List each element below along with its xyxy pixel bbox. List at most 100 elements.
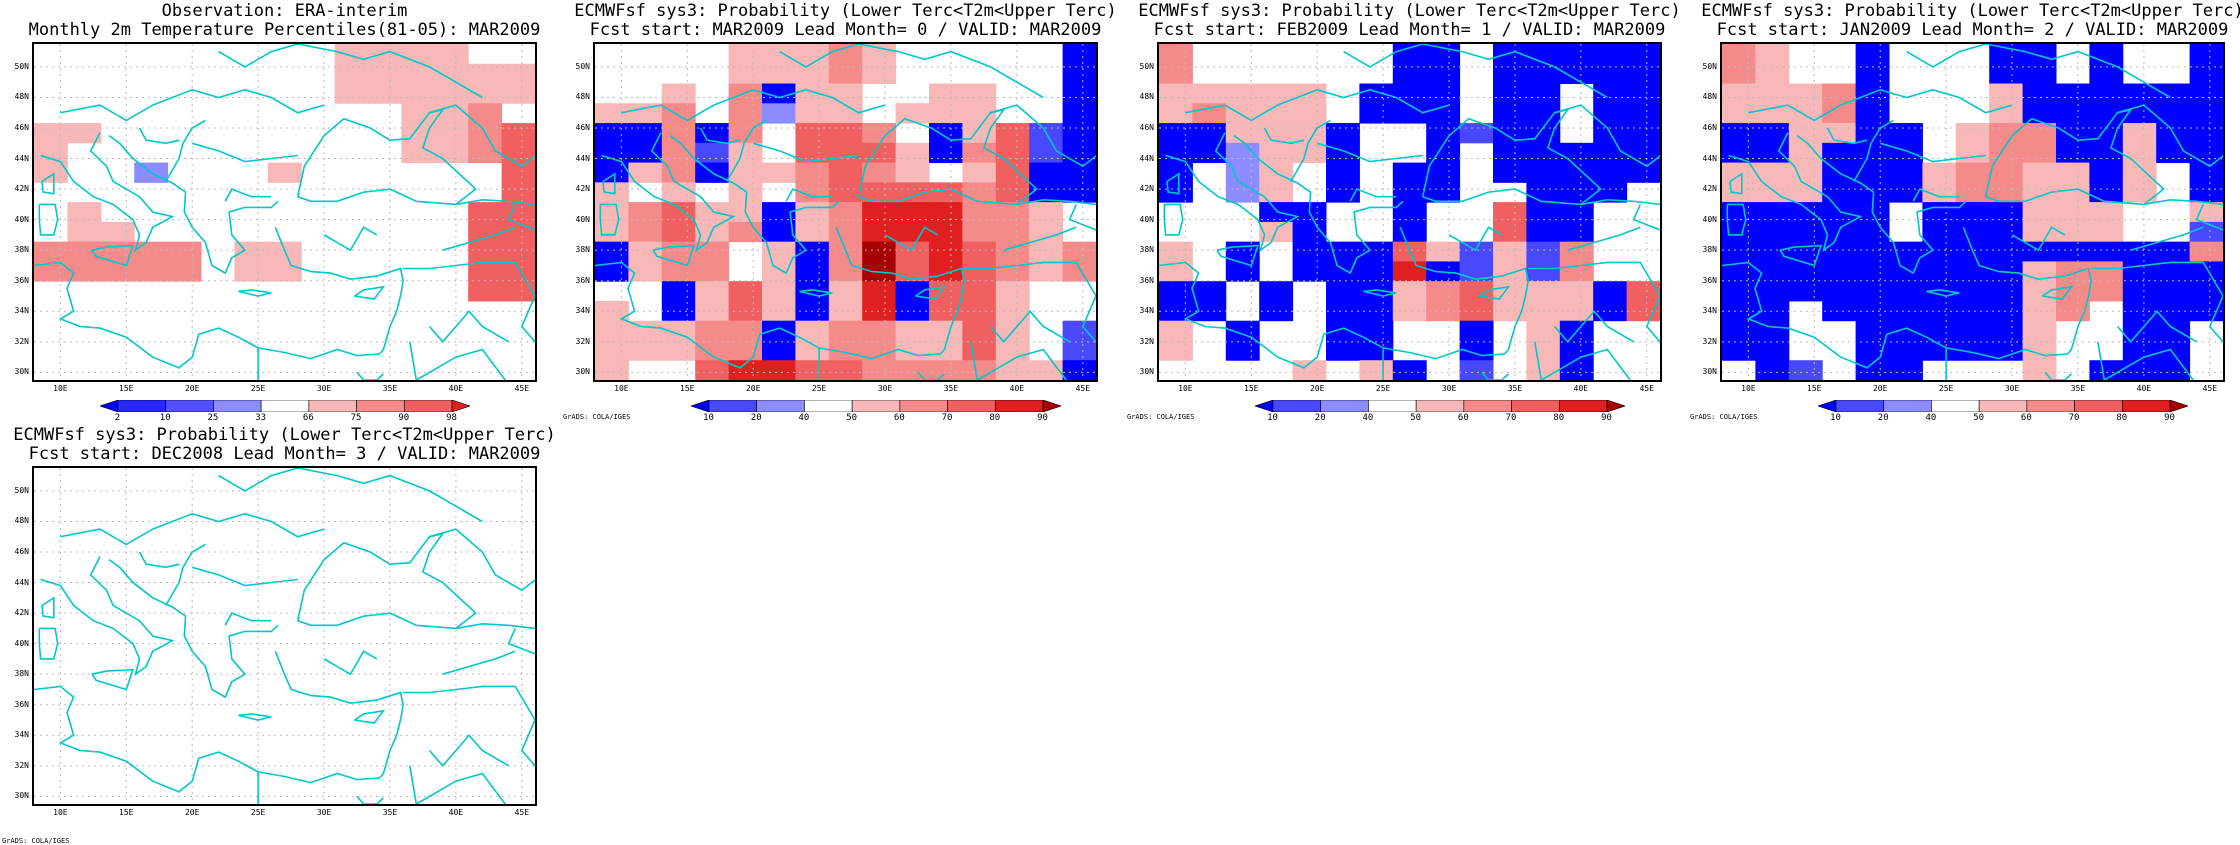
probability-cell bbox=[2089, 44, 2124, 65]
grads-credit: GrADS: COLA/IGES bbox=[2, 837, 70, 845]
probability-cell bbox=[2189, 103, 2223, 124]
lon-tick-label: 35E bbox=[943, 384, 959, 393]
coastline bbox=[165, 119, 206, 182]
coastline bbox=[1906, 44, 2171, 99]
probability-cell bbox=[1559, 281, 1594, 302]
probability-cell bbox=[2189, 221, 2223, 243]
probability-cell bbox=[1593, 83, 1628, 104]
colorbar-label: 50 bbox=[846, 413, 858, 423]
probability-cell bbox=[762, 63, 796, 85]
probability-cell bbox=[1626, 300, 1660, 322]
probability-cell bbox=[1359, 320, 1394, 341]
coastline bbox=[138, 127, 180, 145]
probability-cell bbox=[1755, 103, 1790, 124]
probability-cell bbox=[2089, 103, 2124, 124]
probability-cell bbox=[661, 261, 696, 282]
probability-cell bbox=[1426, 44, 1461, 65]
probability-cell bbox=[1159, 320, 1193, 341]
probability-cell bbox=[762, 162, 796, 183]
colorbar-swatch bbox=[212, 400, 261, 412]
probability-cell bbox=[434, 123, 469, 144]
lat-tick-label: 40N bbox=[14, 214, 29, 224]
probability-cell bbox=[134, 261, 169, 282]
probability-cell bbox=[929, 241, 963, 262]
probability-cell bbox=[929, 103, 963, 124]
coastline bbox=[652, 244, 696, 267]
probability-cell bbox=[1359, 261, 1394, 282]
probability-cell bbox=[1029, 241, 1064, 262]
probability-cell bbox=[401, 44, 436, 65]
probability-cell bbox=[1788, 83, 1823, 104]
lon-tick-label: 20E bbox=[184, 384, 200, 393]
probability-cell bbox=[1855, 162, 1890, 183]
probability-cell bbox=[762, 320, 796, 341]
lat-tick-label: 46N bbox=[1702, 123, 1717, 132]
lon-tick-label: 10E bbox=[1741, 384, 1756, 393]
probability-cell bbox=[1029, 202, 1064, 223]
lat-tick-label: 48N bbox=[1702, 92, 1717, 102]
colorbar-label: 10 bbox=[1830, 413, 1841, 423]
probability-cell bbox=[1526, 103, 1561, 124]
probability-cell bbox=[962, 162, 997, 183]
probability-cell bbox=[2022, 44, 2057, 65]
probability-cell bbox=[1559, 182, 1594, 203]
lon-tick-label: 15E bbox=[680, 384, 695, 393]
probability-cell bbox=[1359, 340, 1394, 361]
probability-cell bbox=[929, 202, 963, 223]
colorbar-swatch bbox=[1272, 400, 1321, 412]
probability-cell bbox=[1259, 182, 1294, 203]
probability-cell bbox=[2089, 360, 2124, 380]
coastline bbox=[2097, 341, 2195, 380]
coastline bbox=[442, 226, 516, 251]
probability-cell bbox=[1159, 300, 1193, 322]
probability-cell bbox=[862, 63, 897, 85]
probability-cell bbox=[1889, 320, 1923, 341]
probability-cell bbox=[661, 340, 696, 361]
probability-cell bbox=[1259, 103, 1294, 124]
probability-cell bbox=[1626, 103, 1660, 124]
probability-cell bbox=[1526, 261, 1561, 282]
probability-cell bbox=[1755, 44, 1790, 65]
probability-cell bbox=[1029, 142, 1064, 164]
probability-cell bbox=[1493, 103, 1527, 124]
probability-cell bbox=[1062, 162, 1096, 183]
probability-cell bbox=[1062, 360, 1096, 380]
lon-tick-label: 45E bbox=[514, 384, 530, 393]
coastline bbox=[165, 543, 206, 606]
lat-tick-label: 32N bbox=[1139, 336, 1154, 346]
probability-cell bbox=[1755, 241, 1790, 262]
probability-cell bbox=[1029, 261, 1064, 282]
probability-cell bbox=[728, 83, 763, 104]
colorbar-label: 90 bbox=[398, 413, 410, 423]
probability-cell bbox=[595, 103, 629, 124]
lat-tick-label: 32N bbox=[14, 336, 29, 346]
probability-cell bbox=[2189, 123, 2223, 144]
probability-cell bbox=[1593, 63, 1628, 85]
lon-tick-label: 45E bbox=[514, 808, 530, 817]
probability-cell bbox=[468, 63, 503, 85]
lat-tick-label: 36N bbox=[14, 275, 29, 285]
probability-cell bbox=[1159, 340, 1193, 361]
probability-cell bbox=[1989, 281, 2024, 302]
probability-cell bbox=[1225, 103, 1260, 124]
probability-cell bbox=[2022, 202, 2057, 223]
probability-cell bbox=[995, 142, 1030, 164]
probability-cell bbox=[1722, 221, 1756, 243]
colorbar-label: 40 bbox=[1925, 413, 1937, 423]
coastline bbox=[857, 108, 1038, 206]
coastline bbox=[38, 627, 59, 660]
lat-tick-label: 40N bbox=[1702, 214, 1717, 224]
colorbar-label: 20 bbox=[750, 413, 762, 423]
probability-cell bbox=[1922, 162, 1957, 183]
coastline bbox=[1748, 88, 2013, 122]
coastline bbox=[1343, 44, 1608, 99]
probability-cell bbox=[1426, 83, 1461, 104]
coastline bbox=[40, 132, 175, 253]
probability-cell bbox=[1889, 281, 1923, 302]
probability-cell bbox=[895, 162, 930, 183]
probability-cell bbox=[1526, 44, 1561, 65]
lat-tick-label: 34N bbox=[575, 306, 590, 316]
probability-cell bbox=[401, 142, 436, 164]
probability-cell bbox=[2022, 360, 2057, 380]
probability-cell bbox=[962, 360, 997, 380]
